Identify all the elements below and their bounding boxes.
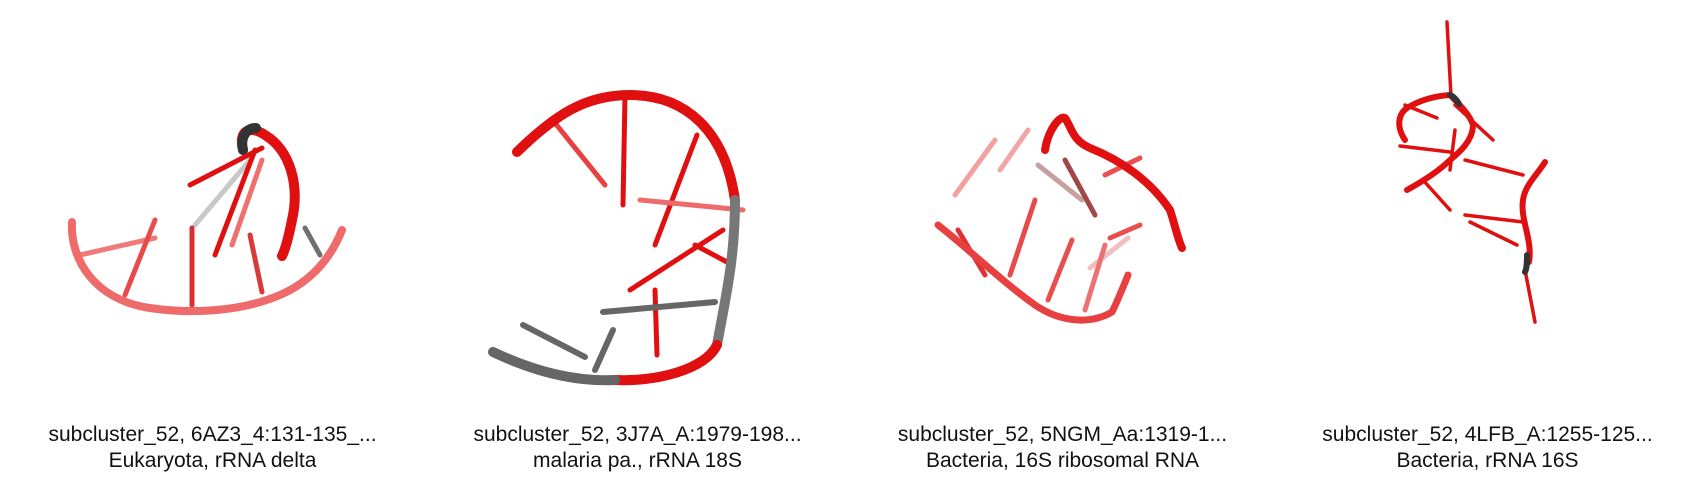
- backbone-strand: [1522, 252, 1530, 275]
- base-stick: [1087, 235, 1131, 271]
- backbone-strand: [712, 195, 740, 350]
- base-stick: [1421, 178, 1452, 212]
- base-stick: [637, 197, 746, 213]
- base-stick: [1463, 213, 1525, 224]
- structure-id-caption: subcluster_52, 5NGM_Aa:1319-1...: [897, 423, 1228, 446]
- structure-description-caption: Bacteria, rRNA 16S: [1396, 449, 1579, 472]
- structure-description-caption: Eukaryota, rRNA delta: [108, 449, 317, 472]
- backbone-strand: [610, 340, 722, 386]
- base-stick: [592, 327, 616, 373]
- rna-structure-image-4: [1396, 20, 1548, 324]
- backbone-strand: [1396, 92, 1476, 193]
- base-stick: [1523, 268, 1537, 324]
- base-stick: [212, 147, 258, 258]
- base-stick: [620, 92, 628, 208]
- base-stick: [1045, 237, 1075, 303]
- structure-description-caption: malaria pa., rRNA 18S: [533, 449, 742, 472]
- backbone-strand: [934, 221, 1132, 324]
- base-stick: [1398, 144, 1452, 154]
- base-stick: [952, 137, 998, 198]
- base-stick: [122, 217, 158, 298]
- structure-panel-3: subcluster_52, 5NGM_Aa:1319-1... Bacteri…: [850, 0, 1275, 480]
- base-stick: [552, 120, 608, 188]
- structure-description-caption: Bacteria, 16S ribosomal RNA: [925, 449, 1200, 472]
- backbone-strand: [1447, 92, 1462, 107]
- base-stick: [1448, 128, 1457, 172]
- base-stick: [1007, 197, 1038, 278]
- base-stick: [520, 322, 588, 360]
- base-stick: [1463, 158, 1525, 177]
- base-stick: [692, 242, 730, 265]
- rna-structure-image-2: [488, 90, 746, 386]
- backbone-strand: [488, 347, 620, 386]
- structure-id-caption: subcluster_52, 4LFB_A:1255-125...: [1322, 423, 1653, 446]
- structure-id-caption: subcluster_52, 3J7A_A:1979-198...: [473, 423, 802, 446]
- base-stick: [600, 299, 718, 315]
- backbone-strand: [1041, 113, 1186, 252]
- backbone-strand: [237, 123, 261, 155]
- structure-panel-1: subcluster_52, 6AZ3_4:131-135_... Eukary…: [0, 0, 425, 480]
- base-stick: [627, 227, 726, 293]
- base-stick: [1445, 20, 1453, 98]
- structure-id-caption: subcluster_52, 6AZ3_4:131-135_...: [48, 423, 377, 446]
- base-stick: [652, 132, 700, 248]
- rna-structure-image-1: [67, 123, 346, 316]
- base-stick: [229, 157, 265, 248]
- base-stick: [1082, 242, 1108, 313]
- base-stick: [192, 157, 253, 228]
- structure-panel-4: subcluster_52, 4LFB_A:1255-125... Bacter…: [1275, 0, 1700, 480]
- rna-structure-image-3: [934, 113, 1186, 324]
- base-stick: [1035, 162, 1085, 203]
- base-stick: [302, 225, 323, 258]
- base-stick: [77, 235, 158, 258]
- structure-panel-2: subcluster_52, 3J7A_A:1979-198... malari…: [425, 0, 850, 480]
- base-stick: [1062, 157, 1098, 218]
- base-stick: [1107, 222, 1143, 241]
- base-stick: [187, 145, 265, 188]
- backbone-strand: [67, 218, 346, 316]
- base-stick: [997, 127, 1031, 173]
- base-stick: [1468, 220, 1519, 247]
- base-stick: [652, 287, 660, 358]
- base-stick: [247, 232, 265, 295]
- backbone-strand: [1519, 159, 1548, 265]
- backbone-strand: [512, 90, 740, 205]
